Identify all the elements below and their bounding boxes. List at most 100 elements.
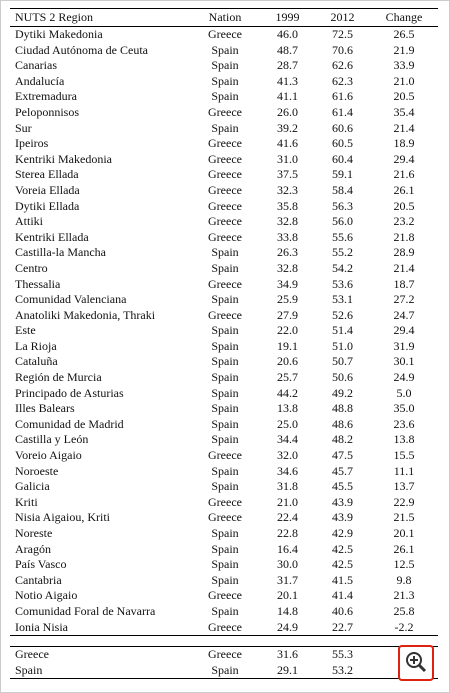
table-cell: 15.5 (393, 448, 415, 463)
table-cell: Spain (211, 42, 239, 57)
table-cell: 21.3 (393, 588, 415, 603)
table-cell: 46.0 (277, 27, 298, 41)
table-cell: 21.4 (393, 120, 415, 135)
table-cell: 42.9 (332, 526, 353, 540)
table-cell: 55.6 (332, 229, 353, 244)
table-cell: 50.6 (332, 370, 353, 385)
table-cell: 16.4 (277, 541, 298, 556)
table-cell: Greece (208, 167, 242, 182)
table-cell: 42.5 (332, 557, 353, 572)
table-cell: -2.2 (370, 619, 438, 637)
table-cell: Cantabria (15, 572, 62, 587)
table-cell: Dytiki Makedonia (15, 27, 103, 41)
table-cell: Peloponnisos (15, 104, 80, 119)
table-cell: 14.8 (277, 603, 298, 618)
table-cell: 27.9 (277, 307, 298, 322)
data-table: NUTS 2 Region Nation 1999 2012 Change Dytiki… (10, 8, 438, 680)
table-cell: 61.4 (332, 104, 353, 119)
table-cell: 56.3 (332, 198, 353, 213)
table-cell: Spain (211, 526, 239, 540)
table-row: Comunidad Foral de Navarra Spain 14.8 40.6 2… (10, 604, 438, 620)
table-cell: 31.0 (277, 151, 298, 166)
table-row: País Vasco Spain 30.0 42.5 12.5 (10, 557, 438, 573)
table-cell: Andalucía (15, 73, 65, 88)
table-row: Thessalia Greece 34.9 53.6 18.7 (10, 277, 438, 293)
table-body: Dytiki Makedonia Greece 46.0 72.5 26.5 Ciudad… (10, 27, 438, 680)
table-cell: 21.9 (393, 42, 415, 57)
table-row: Principado de Asturias Spain 44.2 49.2 5.0 (10, 386, 438, 402)
table-cell: 25.0 (277, 416, 298, 431)
table-row: Noroeste Spain 34.6 45.7 11.1 (10, 464, 438, 480)
table-cell: 24.9 (393, 370, 415, 385)
table-cell: Voreia Ellada (15, 182, 80, 197)
table-cell: 22.7 (315, 619, 370, 637)
summary-cell: Spain (190, 662, 260, 680)
table-row: Ciudad Autónoma de Ceuta Spain 48.7 70.6 21.… (10, 43, 438, 59)
table-cell: 26.3 (277, 245, 298, 260)
table-cell: 35.8 (277, 198, 298, 213)
table-cell: País Vasco (15, 557, 67, 572)
table-cell: Spain (211, 572, 239, 587)
table-cell: 33.8 (277, 229, 298, 244)
table-cell: Voreio Aigaio (15, 448, 82, 463)
summary-cell: 53.2 (315, 662, 370, 680)
table-cell: 51.0 (332, 338, 353, 353)
table-cell: Spain (211, 323, 239, 338)
table-cell: 20.1 (277, 588, 298, 603)
table-cell: Ciudad Autónoma de Ceuta (15, 42, 148, 57)
table-cell: Spain (211, 292, 239, 307)
table-cell: Spain (211, 416, 239, 431)
table-row: Notio Aigaio Greece 20.1 41.4 21.3 (10, 588, 438, 604)
table-cell: Kriti (15, 494, 38, 509)
header-cell: 2012 (315, 8, 370, 27)
table-cell: Comunidad de Madrid (15, 416, 124, 431)
table-cell: Spain (211, 73, 239, 88)
table-row: Illes Balears Spain 13.8 48.8 35.0 (10, 401, 438, 417)
table-cell: Spain (211, 354, 239, 369)
table-cell: 5.0 (396, 385, 412, 400)
table-cell: Cataluña (15, 354, 58, 369)
table-cell: 34.9 (277, 276, 298, 291)
table-cell: 31.8 (277, 479, 298, 494)
table-cell: Greece (208, 510, 242, 525)
table-cell: 54.2 (332, 260, 353, 275)
summary-row: Spain Spain 29.1 53.2 (10, 662, 438, 680)
table-cell: 13.8 (393, 432, 415, 447)
table-cell: 49.2 (332, 385, 353, 400)
table-cell: 34.6 (277, 463, 298, 478)
table-cell: Spain (211, 338, 239, 353)
table-cell: Spain (211, 432, 239, 447)
table-cell: Castilla-la Mancha (15, 245, 106, 260)
table-row: Noreste Spain 22.8 42.9 20.1 (10, 526, 438, 542)
table-cell: Greece (208, 307, 242, 322)
table-cell: 55.2 (332, 245, 353, 260)
table-cell: 20.6 (277, 354, 298, 369)
table-cell: 43.9 (332, 510, 353, 525)
table-cell: 41.6 (277, 136, 298, 151)
table-cell: Greece (208, 448, 242, 463)
table-row: Dytiki Makedonia Greece 46.0 72.5 26.5 (10, 27, 438, 43)
table-cell: Greece (208, 182, 242, 197)
table-cell: Canarias (15, 58, 57, 73)
table-cell: 70.6 (332, 42, 353, 57)
table-cell: 18.7 (393, 276, 415, 291)
table-cell: La Rioja (15, 338, 57, 353)
table-row: Ionia Nisia Greece 24.9 22.7 -2.2 (10, 619, 438, 637)
table-cell: Notio Aigaio (15, 588, 78, 603)
table-cell: Extremadura (15, 89, 77, 104)
table-cell: 32.3 (277, 182, 298, 197)
table-cell: 25.8 (393, 603, 415, 618)
table-row: Castilla y León Spain 34.4 48.2 13.8 (10, 432, 438, 448)
table-cell: Spain (211, 58, 239, 73)
table-cell: Dytiki Ellada (15, 198, 80, 213)
table-cell: Spain (211, 120, 239, 135)
table-cell: 52.6 (332, 307, 353, 322)
zoom-icon (406, 652, 427, 673)
summary-cell: 55.3 (332, 647, 353, 662)
table-cell: 26.1 (393, 541, 415, 556)
zoom-button[interactable] (398, 645, 434, 681)
table-cell: Greece (208, 276, 242, 291)
table-cell: 42.5 (332, 541, 353, 556)
table-cell: 58.4 (332, 182, 353, 197)
